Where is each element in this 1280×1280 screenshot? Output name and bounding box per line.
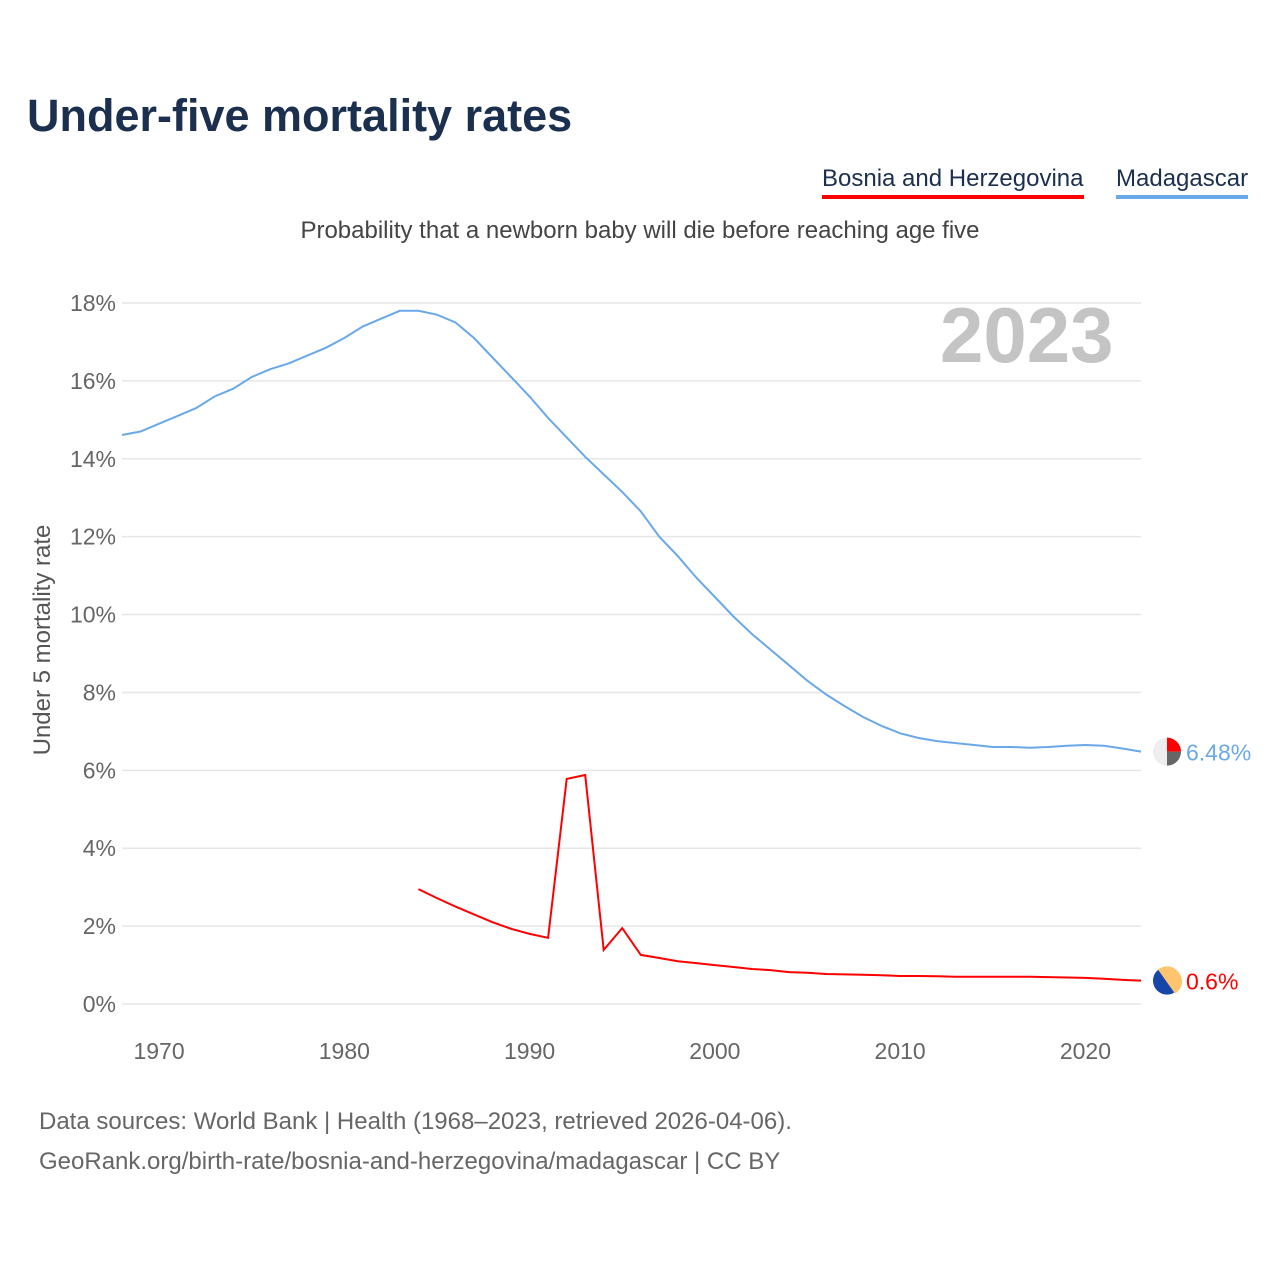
year-label: 2023 [940,291,1114,379]
bosnia-flag-icon [1153,966,1183,995]
x-tick-label: 2010 [875,1038,926,1064]
end-value-label: 0.6% [1186,969,1238,995]
chart-title: Under-five mortality rates [27,90,573,141]
legend-bosnia[interactable]: Bosnia and Herzegovina [822,165,1084,199]
x-tick-label: 1970 [133,1038,184,1064]
y-tick-label: 2% [83,913,116,939]
y-tick-label: 0% [83,991,116,1017]
y-tick-label: 12% [70,524,116,550]
footer-url[interactable]: GeoRank.org/birth-rate/bosnia-and-herzeg… [39,1148,781,1175]
y-tick-label: 18% [70,290,116,316]
x-tick-label: 2020 [1060,1038,1111,1064]
x-tick-label: 1990 [504,1038,555,1064]
series-line-madagascar [121,309,1142,753]
y-tick-label: 6% [83,757,116,783]
y-tick-label: 16% [70,368,116,394]
series-line-bosnia [417,773,1142,982]
end-value-label: 6.48% [1186,740,1251,766]
y-tick-label: 8% [83,679,116,705]
x-tick-label: 2000 [689,1038,740,1064]
legend-madagascar[interactable]: Madagascar [1116,165,1249,199]
y-tick-label: 10% [70,602,116,628]
y-axis-label: Under 5 mortality rate [29,525,56,756]
y-tick-label: 14% [70,446,116,472]
footer-sources: Data sources: World Bank | Health (1968–… [39,1108,792,1135]
chart-subtitle: Probability that a newborn baby will die… [300,217,980,244]
x-tick-label: 1980 [319,1038,370,1064]
madagascar-flag-icon [1153,737,1181,766]
y-tick-label: 4% [83,835,116,861]
